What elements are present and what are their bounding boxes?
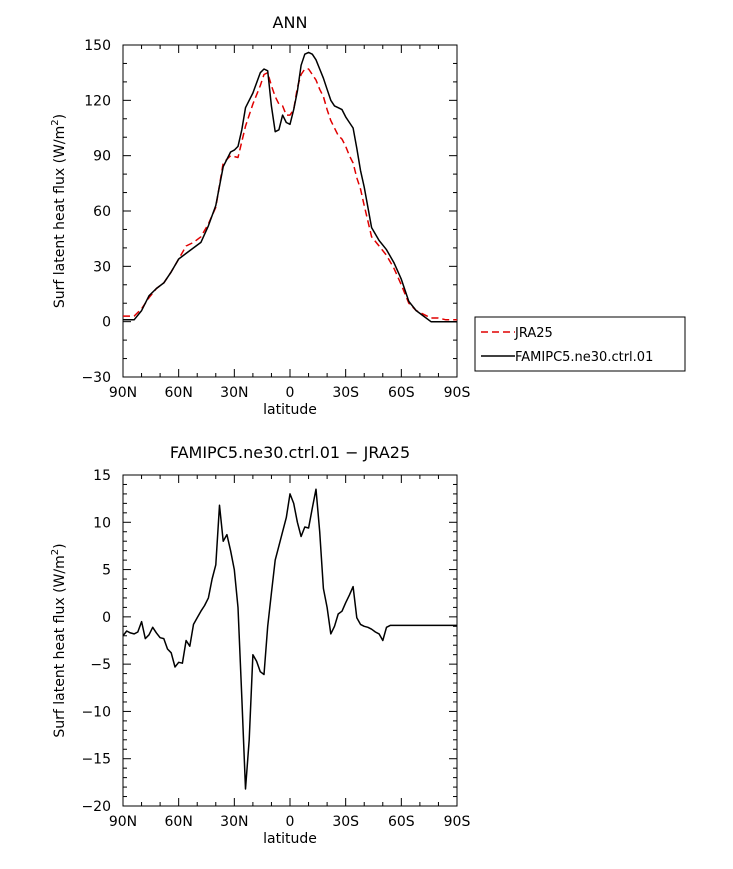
y-tick-label: −30	[81, 370, 111, 386]
y-axis-label: Surf latent heat flux (W/m2)	[50, 114, 68, 308]
x-tick-label: 0	[286, 814, 295, 830]
y-tick-label: −20	[81, 799, 111, 815]
y-tick-label: −10	[81, 704, 111, 720]
y-tick-label: 15	[93, 468, 111, 484]
legend-box	[474, 316, 686, 372]
series-line-famipc5-ne30-ctrl-01	[123, 51, 457, 323]
y-tick-label: 150	[84, 38, 111, 54]
x-tick-label: 30S	[332, 385, 359, 401]
plot-frame	[122, 474, 458, 807]
x-tick-label: 90N	[109, 814, 137, 830]
legend: JRA25 FAMIPC5.ne30.ctrl.01	[474, 316, 686, 372]
x-axis-label: latitude	[263, 402, 317, 418]
y-tick-label: 90	[93, 149, 111, 165]
x-tick-label: 30S	[332, 814, 359, 830]
top-panel: 90N 60N 30N 0 30S 60S 90S −30 0 30 60 90 120 150 ANN la…	[50, 13, 470, 418]
series-line-jra25	[123, 68, 457, 321]
plot-frame	[122, 44, 458, 378]
y-tick-label: 10	[93, 515, 111, 531]
legend-label: FAMIPC5.ne30.ctrl.01	[515, 350, 653, 365]
chart-title: ANN	[273, 13, 308, 32]
y-tick-label: 60	[93, 204, 111, 220]
x-tick-label: 30N	[220, 814, 248, 830]
legend-label: JRA25	[514, 326, 553, 341]
x-tick-label: 90S	[444, 814, 471, 830]
x-tick-label: 60N	[165, 814, 193, 830]
y-tick-label: 5	[102, 563, 111, 579]
y-tick-label: 120	[84, 93, 111, 109]
y-tick-label: 0	[102, 610, 111, 626]
x-tick-label: 60N	[165, 385, 193, 401]
x-axis-label: latitude	[263, 831, 317, 847]
x-tick-label: 60S	[388, 385, 415, 401]
x-tick-label: 60S	[388, 814, 415, 830]
y-tick-label: −15	[81, 752, 111, 768]
bottom-panel: 90N 60N 30N 0 30S 60S 90S −20 −15 −10 −5 0 5 10 15 FAMI…	[50, 443, 470, 847]
chart-title: FAMIPC5.ne30.ctrl.01 − JRA25	[170, 443, 410, 462]
y-tick-label: 0	[102, 315, 111, 331]
y-tick-label: 30	[93, 259, 111, 275]
series-line-famipc5-ne30-ctrl-01-jra25	[122, 488, 457, 790]
x-tick-label: 0	[286, 385, 295, 401]
y-axis-label: Surf latent heat flux (W/m2)	[50, 543, 68, 737]
x-tick-label: 90N	[109, 385, 137, 401]
x-tick-label: 30N	[220, 385, 248, 401]
x-tick-label: 90S	[444, 385, 471, 401]
y-tick-label: −5	[90, 657, 111, 673]
